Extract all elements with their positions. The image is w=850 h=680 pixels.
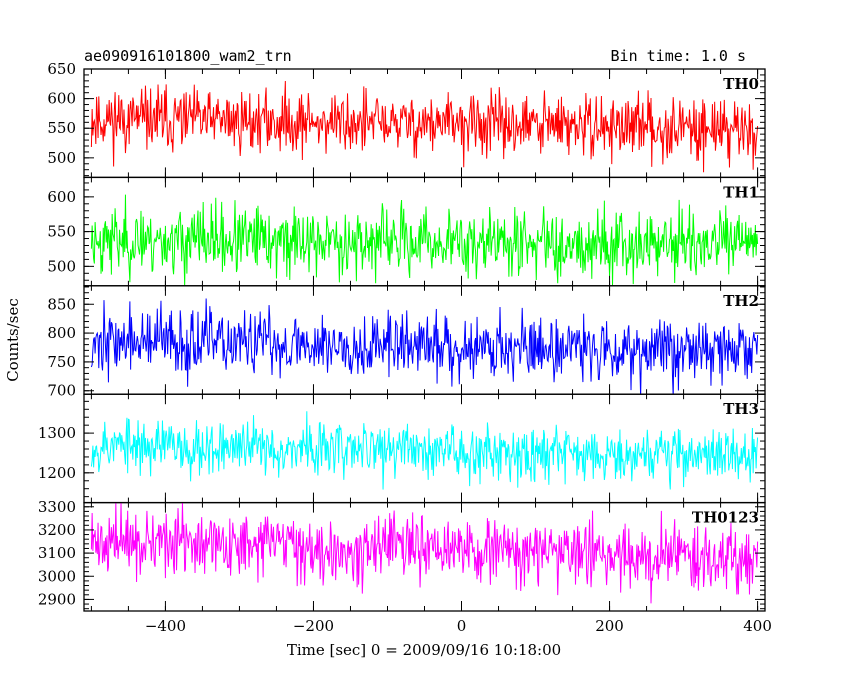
series-line-th0 [90,80,759,173]
x-tick-label: 400 [743,617,772,635]
y-tick-label: 550 [47,223,76,241]
y-tick-label: 3300 [38,498,76,516]
series-line-th0123 [90,502,759,604]
panel-label-th3: TH3 [723,400,759,418]
panel-label-th0: TH0 [723,75,759,93]
y-tick-label: 3000 [38,567,76,585]
x-tick-label: 200 [595,617,624,635]
y-tick-label: 3100 [38,544,76,562]
y-tick-label: 600 [47,188,76,206]
y-axis-label: Counts/sec [4,298,22,382]
y-tick-label: 2900 [38,590,76,608]
y-tick-label: 650 [47,60,76,78]
x-tick-label: 0 [457,617,467,635]
panel-label-th2: TH2 [723,292,759,310]
y-tick-label: 1300 [38,424,76,442]
x-tick-label: −400 [145,617,186,635]
y-tick-label: 500 [47,257,76,275]
series-line-th2 [90,298,759,395]
y-tick-label: 850 [47,295,76,313]
bin-time-label: Bin time: 1.0 s [611,47,746,65]
series-line-th3 [90,411,759,490]
panel-label-th0123: TH0123 [692,509,759,527]
x-tick-label: −200 [293,617,334,635]
y-tick-label: 1200 [38,464,76,482]
y-tick-label: 800 [47,324,76,342]
y-tick-label: 3200 [38,521,76,539]
y-tick-label: 500 [47,149,76,167]
y-tick-label: 750 [47,353,76,371]
y-tick-label: 600 [47,90,76,108]
panel-label-th1: TH1 [723,183,759,201]
y-tick-label: 700 [47,382,76,400]
y-tick-label: 550 [47,119,76,137]
panels-group: 500 550 600 650 TH0 500 550 600 TH1 700 750 800 850 T… [38,60,772,635]
x-axis-label: Time [sec] 0 = 2009/09/16 10:18:00 [287,641,561,659]
series-line-th1 [90,194,759,286]
chart-title: ae090916101800_wam2_trn [84,47,292,65]
